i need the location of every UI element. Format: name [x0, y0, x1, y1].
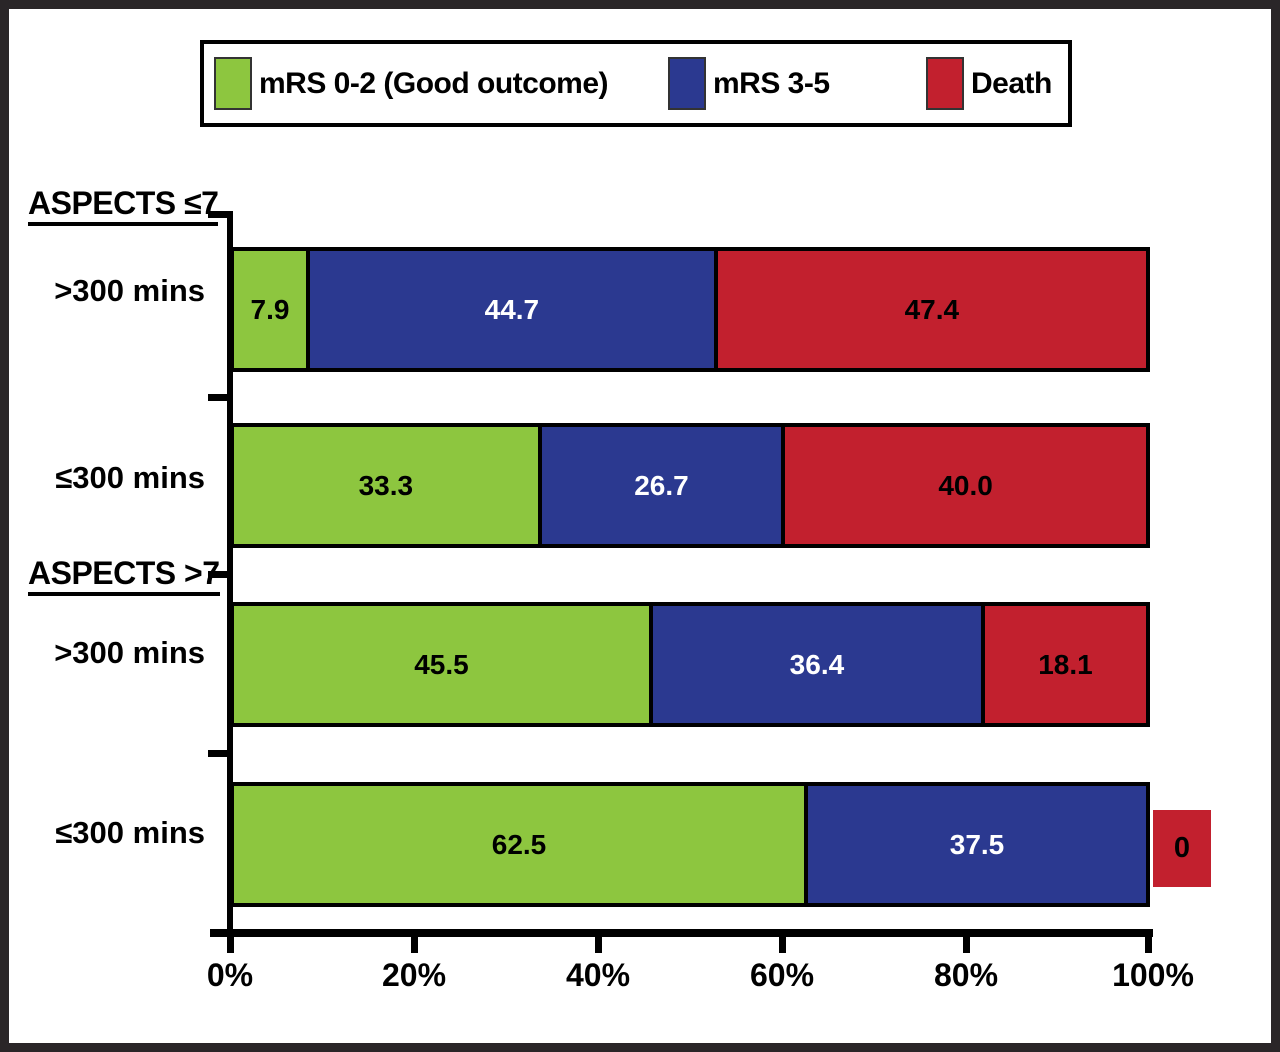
bar-segment-mrs-3-5: 44.7 [306, 251, 714, 368]
bar-row: 7.9 44.7 47.4 [230, 247, 1150, 372]
bar-value-label: 0 [1173, 832, 1191, 864]
x-tick-label: 40% [565, 957, 631, 993]
bar-segment-death-zero: 0 [1153, 810, 1211, 887]
bar-value-label: 36.4 [789, 648, 845, 680]
bar-row: 62.5 37.5 [230, 782, 1150, 907]
legend-item-mrs-3-5: mRS 3-5 [668, 44, 830, 123]
x-axis-tick [963, 935, 970, 953]
bar-segment-mrs-0-2: 33.3 [234, 427, 538, 544]
x-axis-tick [227, 935, 234, 953]
x-axis-tick [1145, 935, 1152, 953]
bar-row: 45.5 36.4 18.1 [230, 602, 1150, 727]
y-axis-tick [208, 571, 230, 578]
legend-item-mrs-0-2: mRS 0-2 (Good outcome) [214, 44, 609, 123]
row-label-le-300-mins-2: ≤300 mins [55, 815, 205, 850]
row-label-gt-300-mins-2: >300 mins [54, 635, 205, 670]
y-axis-tick [208, 211, 230, 218]
bar-segment-death: 18.1 [980, 606, 1146, 723]
legend-label-death: Death [971, 66, 1052, 100]
x-tick-label: 60% [749, 957, 815, 993]
x-tick-label: 80% [933, 957, 999, 993]
x-axis [210, 929, 1153, 937]
legend-label-mrs-3-5: mRS 3-5 [713, 66, 830, 100]
bar-segment-mrs-0-2: 45.5 [234, 606, 649, 723]
bar-value-label: 18.1 [1038, 648, 1093, 680]
bar-value-label: 37.5 [949, 828, 1005, 860]
legend: mRS 0-2 (Good outcome) mRS 3-5 Death [200, 40, 1072, 127]
legend-swatch-mrs-3-5 [668, 57, 706, 110]
bar-value-label: 45.5 [414, 648, 469, 680]
bar-value-label: 7.9 [250, 293, 290, 325]
bar-segment-mrs-3-5: 37.5 [804, 786, 1146, 903]
legend-swatch-death [926, 57, 964, 110]
row-label-gt-300-mins-1: >300 mins [54, 273, 205, 308]
bar-segment-mrs-3-5: 36.4 [648, 606, 981, 723]
x-tick-label: 0% [206, 957, 254, 993]
group-label-aspects-gt-7: ASPECTS >7 [28, 556, 220, 596]
bar-segment-death: 47.4 [713, 251, 1146, 368]
bar-value-label: 40.0 [938, 469, 993, 501]
group-label-aspects-le-7: ASPECTS ≤7 [28, 186, 219, 226]
x-tick-label: 100% [1112, 957, 1194, 993]
bar-value-label: 44.7 [484, 293, 540, 325]
bar-segment-death: 40.0 [781, 427, 1146, 544]
legend-item-death: Death [926, 44, 1052, 123]
bar-value-label: 62.5 [491, 828, 547, 860]
bar-row: 33.3 26.7 40.0 [230, 423, 1150, 548]
x-tick-label: 20% [381, 957, 447, 993]
legend-label-mrs-0-2: mRS 0-2 (Good outcome) [259, 66, 609, 100]
bar-value-label: 26.7 [634, 469, 689, 501]
y-axis-tick [208, 750, 230, 757]
y-axis-tick [208, 394, 230, 401]
bar-segment-mrs-3-5: 26.7 [537, 427, 782, 544]
bar-segment-mrs-0-2: 62.5 [234, 786, 804, 903]
x-axis-tick [595, 935, 602, 953]
bar-value-label: 33.3 [358, 469, 414, 501]
y-axis [227, 211, 233, 949]
bar-value-label: 47.4 [904, 293, 960, 325]
row-label-le-300-mins-1: ≤300 mins [55, 460, 205, 495]
x-axis-tick [779, 935, 786, 953]
x-axis-tick [411, 935, 418, 953]
legend-swatch-mrs-0-2 [214, 57, 252, 110]
bar-segment-mrs-0-2: 7.9 [234, 251, 307, 368]
